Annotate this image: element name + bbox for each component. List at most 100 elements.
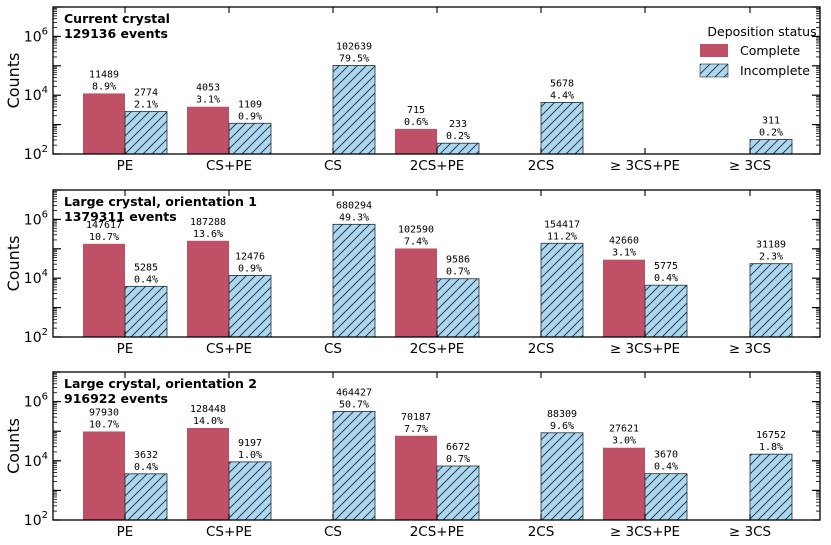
x-tick-label: 2CS: [528, 524, 555, 540]
bar-incomplete-≥ 3CS: [749, 139, 793, 155]
legend-swatch-complete: [700, 44, 728, 57]
bar-complete-≥ 3CS+PE: [603, 447, 645, 520]
data-label-count: 6672: [446, 442, 470, 453]
data-label-count: 3632: [134, 450, 158, 461]
data-label-percent: 0.9%: [238, 111, 262, 122]
data-label-percent: 0.9%: [238, 263, 262, 274]
data-label-percent: 4.4%: [550, 90, 574, 101]
x-tick-label: CS: [324, 158, 342, 174]
data-label-percent: 1.0%: [238, 450, 262, 461]
bar-complete-PE: [83, 243, 125, 337]
legend-label-incomplete: Incomplete: [740, 63, 810, 78]
data-label-count: 5775: [654, 261, 678, 272]
x-tick-label: CS: [324, 341, 342, 357]
y-tick-label: 106: [24, 26, 48, 45]
bar-incomplete-≥ 3CS: [749, 263, 793, 338]
bar-incomplete-≥ 3CS+PE: [644, 284, 688, 338]
x-tick-label: ≥ 3CS: [729, 158, 771, 174]
bar-complete-≥ 3CS+PE: [603, 259, 645, 337]
data-label-count: 70187: [401, 412, 431, 423]
data-label-count: 9586: [446, 255, 470, 266]
data-label-count: 1109: [238, 99, 262, 110]
x-tick-label: PE: [117, 341, 134, 357]
data-label-percent: 0.6%: [404, 117, 428, 128]
y-tick-label: 106: [24, 209, 48, 228]
data-label-count: 680294: [336, 200, 372, 211]
panel-title: Current crystal: [64, 11, 170, 26]
bar-incomplete-≥ 3CS+PE: [644, 473, 688, 521]
data-label-count: 128448: [190, 404, 226, 415]
data-label-count: 88309: [547, 409, 577, 420]
data-label-percent: 2.3%: [759, 252, 783, 263]
bar-complete-PE: [83, 431, 125, 520]
y-tick-label: 104: [24, 85, 48, 104]
data-label-count: 147617: [86, 220, 122, 231]
data-label-percent: 79.5%: [339, 53, 369, 64]
x-tick-label: CS+PE: [206, 341, 252, 357]
data-label-percent: 0.4%: [654, 273, 678, 284]
bar-incomplete-CS+PE: [228, 122, 272, 155]
data-label-percent: 7.7%: [404, 424, 428, 435]
y-tick-label: 104: [24, 451, 48, 470]
data-label-count: 715: [407, 105, 425, 116]
bar-complete-2CS+PE: [395, 248, 437, 337]
x-tick-label: 2CS: [528, 341, 555, 357]
data-label-count: 4053: [196, 83, 220, 94]
data-label-count: 233: [449, 119, 467, 130]
bar-complete-PE: [83, 93, 125, 154]
bar-incomplete-PE: [124, 473, 168, 521]
bar-complete-2CS+PE: [395, 128, 437, 154]
y-axis-label: Counts: [4, 418, 23, 474]
panel-event-count: 129136 events: [64, 26, 168, 41]
x-tick-label: PE: [117, 158, 134, 174]
data-label-count: 2774: [134, 88, 158, 99]
data-label-count: 464427: [336, 387, 372, 398]
x-tick-label: 2CS+PE: [410, 524, 465, 540]
bar-incomplete-CS+PE: [228, 274, 272, 338]
data-label-count: 31189: [756, 240, 786, 251]
bar-complete-CS+PE: [187, 427, 229, 520]
bar-incomplete-2CS+PE: [436, 465, 480, 521]
bar-incomplete-CS+PE: [228, 461, 272, 521]
x-tick-label: ≥ 3CS: [729, 341, 771, 357]
x-tick-label: PE: [117, 524, 134, 540]
panel-title: Large crystal, orientation 1: [64, 194, 257, 209]
x-tick-label: CS+PE: [206, 158, 252, 174]
data-label-percent: 0.4%: [654, 462, 678, 473]
data-label-percent: 8.9%: [92, 81, 116, 92]
bar-incomplete-PE: [124, 285, 168, 338]
data-label-count: 42660: [609, 236, 639, 247]
x-tick-label: ≥ 3CS+PE: [610, 158, 680, 174]
y-tick-label: 106: [24, 392, 48, 411]
bar-incomplete-≥ 3CS: [749, 453, 793, 521]
data-label-count: 16752: [756, 430, 786, 441]
bar-incomplete-2CS: [540, 432, 584, 521]
data-label-percent: 14.0%: [193, 416, 223, 427]
y-axis-label: Counts: [4, 236, 23, 292]
data-label-percent: 49.3%: [339, 212, 369, 223]
data-label-percent: 3.0%: [612, 436, 636, 447]
data-label-count: 3670: [654, 450, 678, 461]
panel-title: Large crystal, orientation 2: [64, 376, 257, 391]
data-label-percent: 50.7%: [339, 399, 369, 410]
x-tick-label: ≥ 3CS+PE: [610, 341, 680, 357]
data-label-percent: 1.8%: [759, 442, 783, 453]
bar-incomplete-CS: [332, 65, 376, 155]
data-label-count: 5285: [134, 262, 158, 273]
data-label-percent: 10.7%: [89, 419, 119, 430]
data-label-percent: 0.7%: [446, 454, 470, 465]
data-label-count: 11489: [89, 69, 119, 80]
bar-incomplete-CS: [332, 411, 376, 521]
bar-complete-CS+PE: [187, 106, 229, 154]
y-tick-label: 102: [24, 327, 48, 346]
data-label-count: 27621: [609, 424, 639, 435]
bar-incomplete-CS: [332, 223, 376, 338]
bar-incomplete-2CS: [540, 242, 584, 338]
y-tick-label: 104: [24, 268, 48, 287]
y-axis-label: Counts: [4, 53, 23, 109]
data-label-count: 5678: [550, 78, 574, 89]
data-label-count: 9197: [238, 438, 262, 449]
data-label-count: 154417: [544, 219, 580, 230]
